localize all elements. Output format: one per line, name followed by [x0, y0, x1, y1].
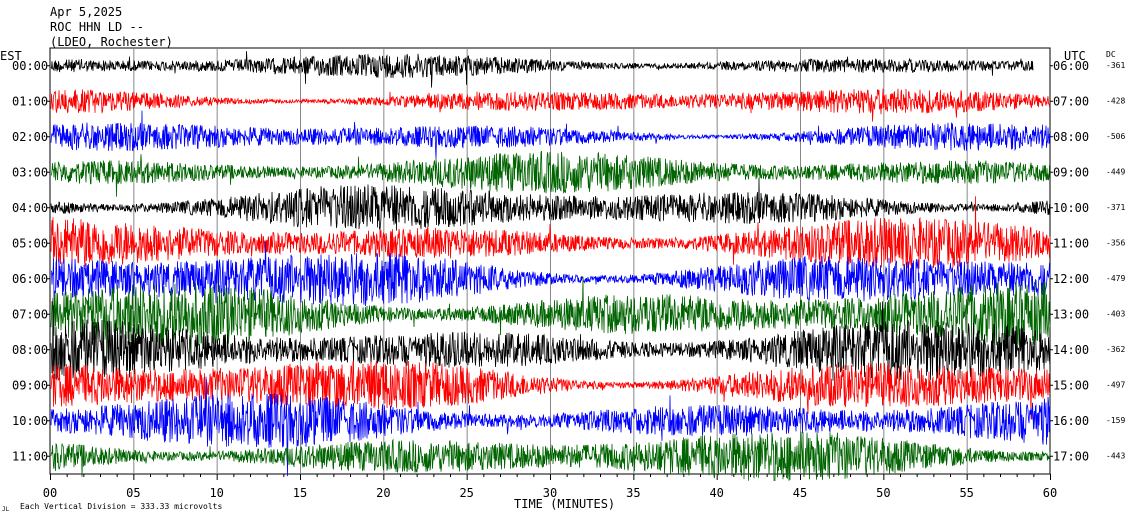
utc-hour-label: 11:00 [1053, 236, 1089, 250]
utc-hour-label: 12:00 [1053, 272, 1089, 286]
x-tick-label: 40 [709, 486, 723, 500]
est-hour-label: 03:00 [12, 165, 48, 179]
utc-hour-label: 10:00 [1053, 201, 1089, 215]
utc-hour-label: 16:00 [1053, 414, 1089, 428]
est-axis-label: EST [0, 49, 22, 63]
dc-offset-label: -506 [1106, 132, 1125, 141]
est-hour-label: 01:00 [12, 94, 48, 108]
header-date: Apr 5,2025 [50, 5, 123, 19]
x-tick-label: 00 [43, 486, 57, 500]
trace-row-0900 [50, 360, 1051, 420]
utc-hour-label: 07:00 [1053, 94, 1089, 108]
x-tick-label: 30 [543, 486, 557, 500]
utc-hour-label: 14:00 [1053, 343, 1089, 357]
utc-axis-label: UTC [1064, 49, 1086, 63]
x-tick-label: 25 [459, 486, 473, 500]
trace-row-0500 [50, 196, 1051, 285]
header-station: ROC HHN LD -- [50, 20, 144, 34]
est-hour-label: 04:00 [12, 201, 48, 215]
trace-row-0200 [50, 110, 1051, 159]
trace-row-0100 [50, 88, 1051, 122]
trace-row-0000 [50, 51, 1034, 88]
utc-hour-label: 17:00 [1053, 449, 1089, 463]
seismic-traces [50, 51, 1051, 481]
utc-hour-label: 15:00 [1053, 378, 1089, 392]
axis-labels: 00 05 10 15 20 25 30 35 40 45 50 55 60 00:00 06:00 -361… [12, 59, 1125, 500]
est-hour-label: 07:00 [12, 307, 48, 321]
trace-row-1100 [50, 431, 1051, 481]
x-tick-label: 45 [793, 486, 807, 500]
est-hour-label: 08:00 [12, 343, 48, 357]
dc-offset-label: -479 [1106, 274, 1125, 283]
dc-offset-label: -371 [1106, 203, 1125, 212]
utc-hour-label: 09:00 [1053, 165, 1089, 179]
trace-row-0800 [50, 297, 1051, 381]
x-tick-label: 60 [1043, 486, 1057, 500]
x-tick-label: 35 [626, 486, 640, 500]
footer-marker: JL [2, 506, 10, 513]
utc-hour-label: 08:00 [1053, 130, 1089, 144]
est-hour-label: 09:00 [12, 378, 48, 392]
est-hour-label: 10:00 [12, 414, 48, 428]
x-tick-label: 15 [293, 486, 307, 500]
x-axis-title: TIME (MINUTES) [514, 497, 615, 511]
dc-offset-label: -428 [1106, 96, 1125, 105]
est-hour-label: 05:00 [12, 236, 48, 250]
dc-offset-label: -362 [1106, 345, 1125, 354]
est-hour-label: 06:00 [12, 272, 48, 286]
dc-offset-label: -356 [1106, 238, 1125, 247]
x-tick-label: 20 [376, 486, 390, 500]
x-tick-label: 05 [126, 486, 140, 500]
trace-row-0400 [50, 177, 1051, 232]
dc-offset-label: -443 [1106, 451, 1125, 460]
x-tick-label: 10 [209, 486, 223, 500]
utc-hour-label: 06:00 [1053, 59, 1089, 73]
header-network: (LDEO, Rochester) [50, 35, 173, 49]
dc-axis-label: DC [1106, 50, 1116, 59]
trace-row-1000 [50, 376, 1051, 477]
est-hour-label: 02:00 [12, 130, 48, 144]
x-tick-label: 50 [876, 486, 890, 500]
utc-hour-label: 13:00 [1053, 307, 1089, 321]
x-tick-label: 55 [959, 486, 973, 500]
dc-offset-label: -361 [1106, 61, 1125, 70]
dc-offset-label: -403 [1106, 309, 1125, 318]
dc-offset-label: -159 [1106, 416, 1125, 425]
vertical-division-note: Each Vertical Division = 333.33 microvol… [20, 502, 222, 511]
dc-offset-label: -449 [1106, 167, 1125, 176]
trace-row-0600 [50, 241, 1051, 307]
dc-offset-label: -497 [1106, 380, 1125, 389]
est-hour-label: 00:00 [12, 59, 48, 73]
trace-row-0300 [50, 150, 1051, 197]
est-hour-label: 11:00 [12, 449, 48, 463]
trace-row-0700 [50, 276, 1051, 361]
